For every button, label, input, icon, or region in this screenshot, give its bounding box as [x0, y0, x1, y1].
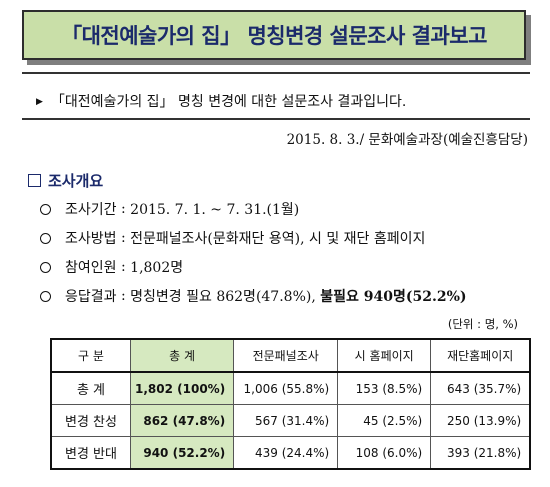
item-participants-sep: : — [116, 259, 131, 275]
cell-foundation-homepage: 250 (13.9%) — [430, 404, 531, 437]
section-heading: 조사개요 — [28, 170, 103, 191]
table-row: 변경 반대 940 (52.2%) 439 (24.4%) 108 (6.0%)… — [50, 436, 531, 470]
square-bullet-icon — [28, 174, 41, 187]
cell-city-homepage: 108 (6.0%) — [337, 436, 432, 470]
dateline: 2015. 8. 3./ 문화예술과장(예술진흥담당) — [286, 132, 528, 148]
top-divider — [22, 72, 530, 74]
item-result-label: 응답결과 — [65, 289, 117, 305]
item-result-value: 명칭변경 필요 862명(47.8%), — [130, 289, 321, 305]
item-period-label: 조사기간 — [65, 202, 117, 218]
cell-panel: 439 (24.4%) — [233, 436, 339, 470]
table-row: 변경 찬성 862 (47.8%) 567 (31.4%) 45 (2.5%) … — [50, 404, 531, 437]
circle-bullet-icon — [40, 290, 51, 302]
header-panel: 전문패널조사 — [233, 338, 339, 373]
intro-line: ▶ 「대전예술가의 집」 명칭 변경에 대한 설문조사 결과입니다. — [36, 91, 406, 111]
item-result-value-bold: 불필요 940명(52.2%) — [320, 289, 467, 305]
header-total: 총 계 — [129, 338, 235, 373]
item-period-value: 2015. 7. 1. ~ 7. 31.(1월) — [130, 202, 300, 218]
item-method: 조사방법 : 전문패널조사(문화재단 용역), 시 및 재단 홈페이지 — [40, 228, 425, 248]
item-period-sep: : — [116, 201, 131, 217]
results-table: 구 분 총 계 전문패널조사 시 홈페이지 재단홈페이지 총 계 1,802 (… — [50, 338, 532, 470]
intro-text: 「대전예술가의 집」 명칭 변경에 대한 설문조사 결과입니다. — [50, 94, 407, 110]
item-method-sep: : — [116, 230, 131, 246]
table-row: 총 계 1,802 (100%) 1,006 (55.8%) 153 (8.5%… — [50, 371, 531, 405]
item-method-label: 조사방법 — [65, 231, 117, 247]
item-result: 응답결과 : 명칭변경 필요 862명(47.8%), 불필요 940명(52.… — [40, 286, 467, 306]
circle-bullet-icon — [40, 232, 51, 244]
row-label: 총 계 — [50, 371, 131, 405]
title-box: 「대전예술가의 집」 명칭변경 설문조사 결과보고 — [22, 10, 526, 60]
item-participants-label: 참여인원 — [65, 260, 117, 276]
circle-bullet-icon — [40, 203, 51, 215]
circle-bullet-icon — [40, 261, 51, 273]
item-participants: 참여인원 : 1,802명 — [40, 257, 183, 277]
item-result-sep: : — [116, 288, 131, 304]
item-method-value: 전문패널조사(문화재단 용역), 시 및 재단 홈페이지 — [130, 231, 426, 247]
page-title: 「대전예술가의 집」 명칭변경 설문조사 결과보고 — [61, 24, 487, 48]
table-header-row: 구 분 총 계 전문패널조사 시 홈페이지 재단홈페이지 — [50, 338, 531, 373]
section-heading-text: 조사개요 — [48, 172, 104, 190]
item-participants-value: 1,802명 — [130, 260, 184, 276]
cell-panel: 1,006 (55.8%) — [233, 371, 339, 405]
middle-divider — [22, 118, 530, 120]
cell-foundation-homepage: 393 (21.8%) — [430, 436, 531, 470]
cell-total: 940 (52.2%) — [129, 436, 235, 470]
cell-total: 862 (47.8%) — [129, 404, 235, 437]
row-label: 변경 반대 — [50, 436, 131, 470]
cell-total: 1,802 (100%) — [129, 371, 235, 405]
header-category: 구 분 — [50, 338, 131, 373]
cell-foundation-homepage: 643 (35.7%) — [430, 371, 531, 405]
header-city-homepage: 시 홈페이지 — [337, 338, 432, 373]
unit-note: (단위 : 명, %) — [447, 317, 518, 331]
triangle-bullet-icon: ▶ — [36, 97, 43, 107]
cell-city-homepage: 45 (2.5%) — [337, 404, 432, 437]
cell-panel: 567 (31.4%) — [233, 404, 339, 437]
item-period: 조사기간 : 2015. 7. 1. ~ 7. 31.(1월) — [40, 199, 299, 219]
row-label: 변경 찬성 — [50, 404, 131, 437]
header-foundation-homepage: 재단홈페이지 — [430, 338, 531, 373]
cell-city-homepage: 153 (8.5%) — [337, 371, 432, 405]
